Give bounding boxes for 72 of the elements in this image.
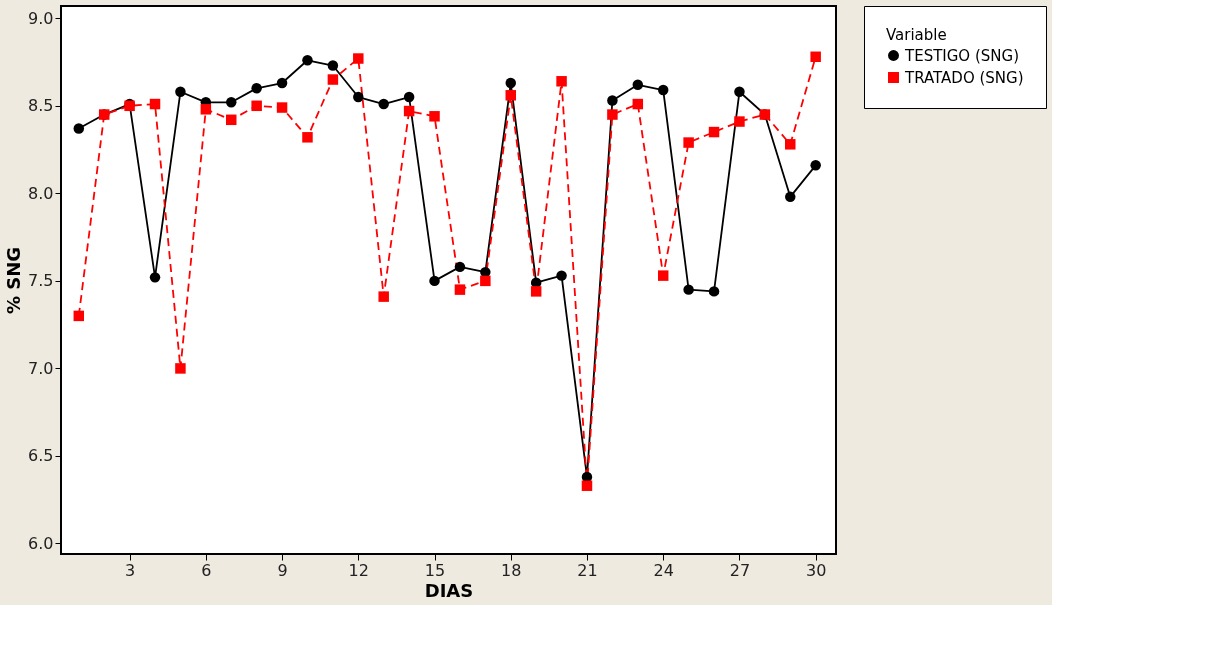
point bbox=[530, 286, 542, 297]
point bbox=[505, 90, 516, 101]
point bbox=[175, 363, 186, 374]
point bbox=[175, 86, 186, 98]
x-tick-label: 3 bbox=[125, 560, 136, 580]
y-tick-label: 6.5 bbox=[28, 446, 54, 466]
legend-label: TRATADO (SNG) bbox=[904, 68, 1024, 87]
point bbox=[556, 76, 567, 87]
point bbox=[302, 132, 313, 143]
legend-label: TESTIGO (SNG) bbox=[904, 46, 1020, 65]
y-tick-label: 8.5 bbox=[28, 96, 54, 116]
x-tick-label: 30 bbox=[805, 560, 827, 580]
point bbox=[480, 275, 491, 287]
point bbox=[73, 310, 85, 322]
point bbox=[251, 83, 262, 94]
y-tick-label: 8.0 bbox=[28, 183, 54, 203]
point bbox=[226, 97, 237, 108]
point bbox=[708, 286, 720, 297]
x-tick-label: 6 bbox=[201, 560, 212, 580]
point bbox=[302, 55, 313, 66]
point bbox=[327, 74, 339, 85]
x-tick-label: 21 bbox=[577, 560, 598, 580]
point bbox=[785, 191, 796, 203]
y-tick-label: 9.0 bbox=[28, 8, 54, 28]
point bbox=[785, 139, 796, 150]
point bbox=[683, 137, 694, 148]
x-tick-label: 9 bbox=[277, 560, 288, 580]
legend-title: Variable bbox=[886, 26, 947, 44]
point bbox=[454, 284, 466, 295]
point bbox=[276, 102, 288, 113]
point bbox=[149, 272, 161, 283]
point bbox=[429, 275, 440, 287]
point bbox=[607, 109, 618, 120]
point bbox=[73, 123, 85, 134]
point bbox=[353, 53, 364, 64]
point bbox=[657, 270, 669, 281]
point bbox=[556, 270, 567, 281]
x-tick-label: 18 bbox=[501, 560, 522, 580]
point bbox=[454, 261, 466, 273]
y-axis-title: % SNG bbox=[3, 246, 25, 315]
point bbox=[276, 77, 288, 89]
point bbox=[378, 291, 389, 302]
point bbox=[708, 126, 720, 138]
point bbox=[403, 105, 415, 117]
point bbox=[149, 98, 161, 110]
point bbox=[200, 104, 212, 115]
point bbox=[505, 77, 516, 89]
y-tick-label: 7.5 bbox=[28, 271, 54, 291]
x-tick-label: 15 bbox=[424, 560, 446, 580]
point bbox=[683, 284, 694, 295]
x-tick-label: 27 bbox=[729, 560, 751, 580]
point bbox=[657, 84, 669, 96]
point bbox=[810, 160, 821, 171]
point bbox=[353, 91, 364, 103]
point bbox=[734, 86, 745, 98]
point bbox=[607, 95, 618, 106]
y-tick-label: 6.0 bbox=[28, 534, 54, 553]
point bbox=[810, 51, 821, 63]
point bbox=[429, 111, 440, 122]
point bbox=[632, 98, 644, 110]
y-tick-label: 7.0 bbox=[28, 358, 54, 378]
x-tick-label: 12 bbox=[348, 560, 369, 580]
point bbox=[251, 100, 262, 112]
x-axis-title: DIAS bbox=[424, 579, 474, 601]
point bbox=[632, 79, 644, 91]
point bbox=[734, 116, 745, 127]
x-tick-label: 24 bbox=[653, 560, 674, 580]
point bbox=[226, 114, 237, 126]
point bbox=[378, 98, 389, 110]
point bbox=[581, 480, 593, 491]
point bbox=[327, 60, 339, 71]
point bbox=[403, 91, 415, 103]
